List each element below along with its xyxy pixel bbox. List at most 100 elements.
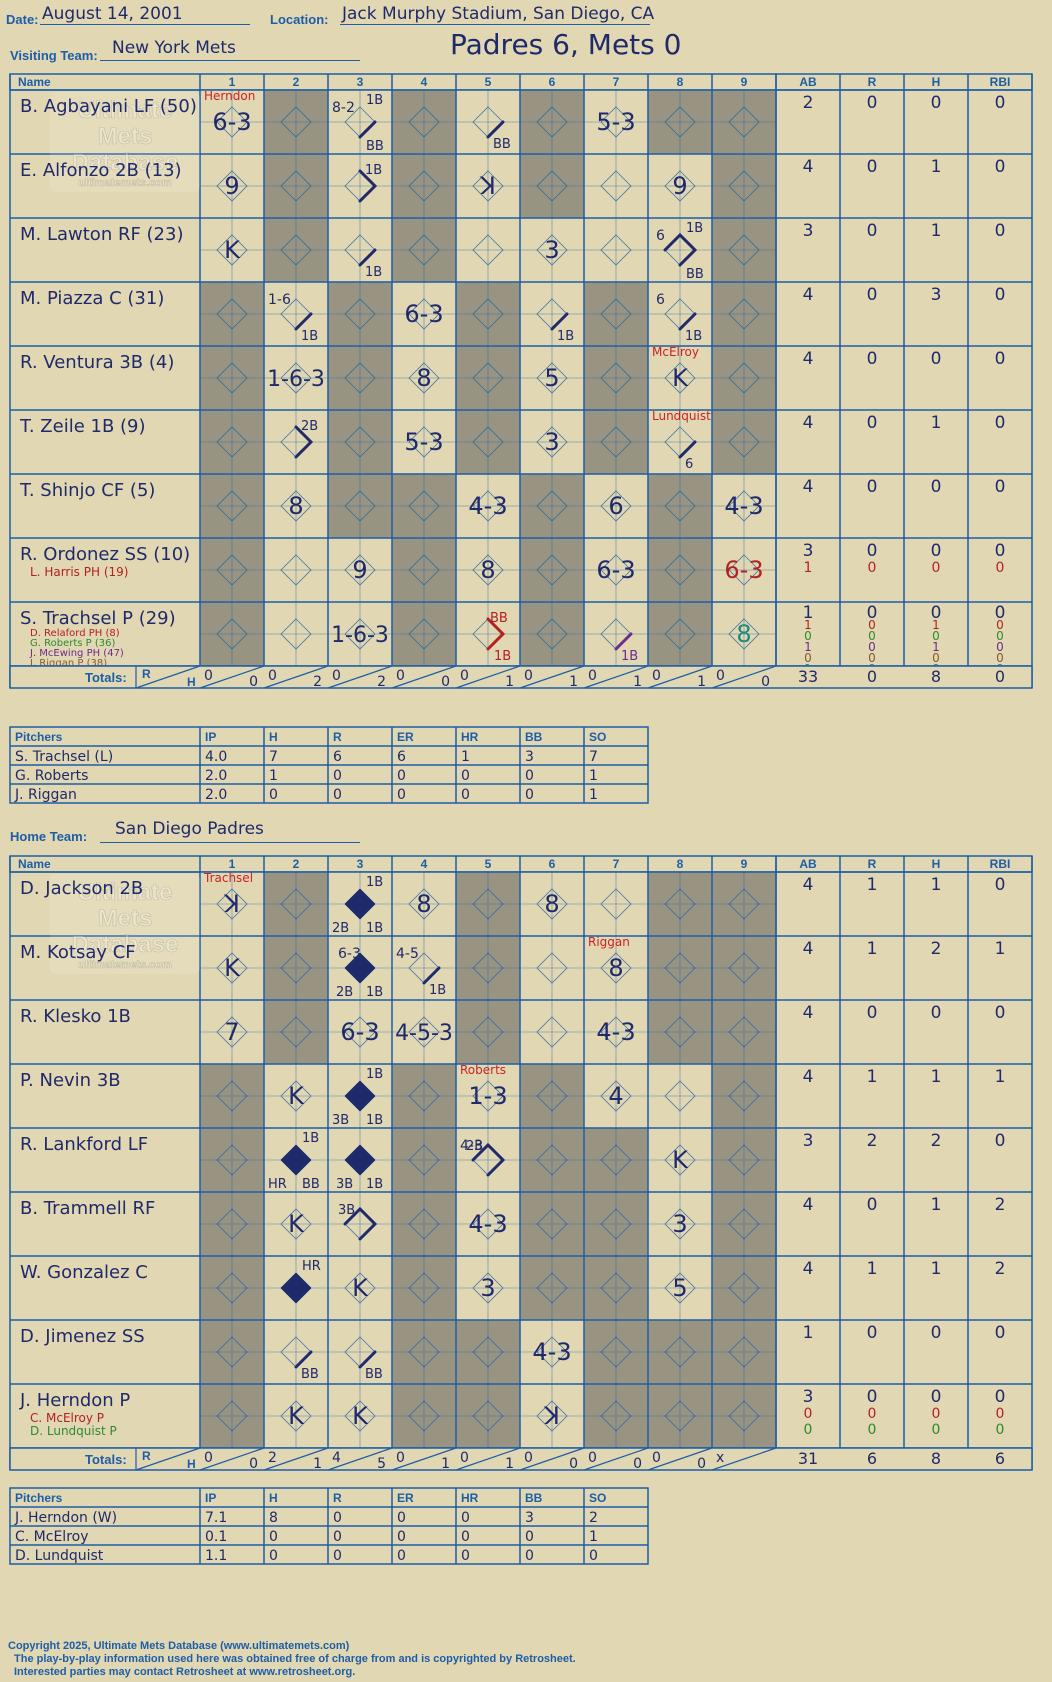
- home-base-diamond: [728, 952, 760, 984]
- visitors-stat-rbi: 0: [996, 629, 1004, 643]
- home-base-diamond: [536, 888, 568, 920]
- visitors-play-note: 1B: [365, 265, 382, 280]
- home-base-diamond: [216, 1208, 248, 1240]
- visitors-base-diamond: [600, 106, 632, 138]
- home-col-inning-5: 5: [485, 857, 492, 871]
- visitors-stat-ab: 1: [803, 603, 814, 623]
- visitors-base-diamond: [344, 490, 376, 522]
- home-base-diamond: [216, 1272, 248, 1304]
- visitors-inning-hits: 0: [761, 674, 770, 690]
- visitors-stat-ab: 1: [804, 640, 812, 654]
- home-stat-r: 1: [867, 1067, 878, 1087]
- visitors-stat-r: 0: [868, 640, 876, 654]
- home-base-diamond: [408, 1080, 440, 1112]
- visitors-inning-hits: 1: [569, 674, 578, 690]
- home-stat-rbi: 0: [995, 1323, 1006, 1343]
- home-base-diamond: [664, 1080, 696, 1112]
- visitors-play-note: 6: [685, 457, 693, 472]
- visitors-stat-h: 1: [931, 157, 942, 177]
- home-base-diamond: [600, 952, 632, 984]
- visitor-pitcher-stat: 0: [397, 768, 406, 784]
- visitors-base-diamond: [536, 170, 568, 202]
- visitors-play-note: BB: [493, 137, 511, 152]
- visitors-stat-ab: 1: [804, 560, 813, 576]
- visitors-play-text: 9: [352, 556, 367, 584]
- visitors-base-diamond: [408, 106, 440, 138]
- home-stat-r: 0: [867, 1323, 878, 1343]
- home-base-diamond: [216, 1080, 248, 1112]
- home-stat-rbi: 0: [995, 1387, 1006, 1407]
- visitors-base-diamond: [344, 554, 376, 586]
- visitors-play-text: 6: [656, 292, 665, 308]
- visitors-play-note: 1B: [366, 93, 383, 108]
- home-base-diamond: [600, 1400, 632, 1432]
- visitors-inning-total-slash: [647, 665, 713, 689]
- home-play-note: 1B: [366, 875, 383, 890]
- home-stat-rbi: 1: [995, 1067, 1006, 1087]
- visitors-rh-key-h: H: [187, 675, 196, 689]
- visitors-play-text: ꓘ: [479, 172, 496, 200]
- visitors-base-diamond: [472, 362, 504, 394]
- visitors-pitching-change: Lundquist: [652, 409, 711, 423]
- home-base-diamond: [664, 1208, 696, 1240]
- visitor-pitcher-stat: 7: [589, 749, 598, 765]
- visitors-stat-r: 0: [867, 477, 878, 497]
- home-col-inning-3: 3: [357, 857, 364, 871]
- visitor-pitchers-header: BB: [525, 730, 543, 744]
- home-pitcher-stat: 7.1: [205, 1510, 227, 1526]
- visitors-col-name: Name: [18, 75, 51, 89]
- visitors-stat-h: 1: [931, 413, 942, 433]
- home-play-text: 6-3: [338, 946, 361, 962]
- home-stat-h: 0: [931, 1323, 942, 1343]
- visitor-pitcher-stat: 0: [525, 787, 534, 803]
- home-play-text: 3: [672, 1210, 687, 1238]
- visitors-inning-runs: 0: [652, 668, 661, 684]
- visitors-base-diamond: [344, 298, 376, 330]
- visitors-stat-r: 0: [868, 618, 876, 632]
- home-base-diamond: [280, 952, 312, 984]
- visitors-base-diamond: [536, 618, 568, 650]
- visitors-stat-rbi: 0: [996, 640, 1004, 654]
- home-pitcher-stat: 0: [269, 1529, 278, 1545]
- watermark-text: ultimatemets.com: [78, 177, 172, 189]
- visitors-base-diamond: [216, 618, 248, 650]
- home-stat-r: 0: [867, 1003, 878, 1023]
- home-col-h: H: [932, 857, 941, 871]
- home-inning-total-slash: [455, 1447, 521, 1471]
- visitors-col-inning-4: 4: [421, 75, 428, 89]
- visitors-base-diamond: [728, 170, 760, 202]
- visitors-stat-ab: 4: [803, 157, 814, 177]
- visitors-basepath: [294, 425, 314, 459]
- visitor-pitcher-stat: 1: [461, 749, 470, 765]
- visitor-pitcher-stat: G. Roberts: [15, 768, 88, 784]
- visitors-stat-ab: 0: [804, 651, 812, 665]
- home-col-inning-7: 7: [613, 857, 620, 871]
- home-base-diamond: [536, 1272, 568, 1304]
- home-pitchers-header: BB: [525, 1491, 543, 1505]
- home-base-diamond: [472, 1400, 504, 1432]
- home-base-diamond: [472, 1336, 504, 1368]
- visitors-base-diamond: [600, 298, 632, 330]
- home-play-text: 4-3: [532, 1338, 571, 1366]
- visitors-play-note: 1B: [301, 329, 318, 344]
- home-run-scored: [344, 888, 376, 920]
- home-play-text: K: [672, 1146, 689, 1174]
- home-base-diamond: [536, 952, 568, 984]
- visitors-base-diamond: [344, 426, 376, 458]
- visitors-base-diamond: [536, 426, 568, 458]
- home-pitcher-stat: 0: [333, 1548, 342, 1564]
- home-base-diamond: [600, 1208, 632, 1240]
- home-play-note: 3B: [336, 1177, 353, 1192]
- footer: Copyright 2025, Ultimate Mets Database (…: [8, 1640, 576, 1679]
- home-stat-rbi: 0: [995, 1131, 1006, 1151]
- visitors-stat-r: 0: [867, 157, 878, 177]
- visitor-pitchers-header: HR: [461, 730, 479, 744]
- visitors-stat-h: 0: [931, 477, 942, 497]
- home-inning-runs: 0: [204, 1450, 213, 1466]
- visitors-play-text: 8: [480, 556, 495, 584]
- home-total-r: 6: [867, 1449, 877, 1468]
- visitors-play-text: 8: [736, 620, 751, 648]
- visitor-pitcher-stat: 0: [397, 787, 406, 803]
- home-base-diamond: [280, 1016, 312, 1048]
- home-play-text: 4-5-3: [395, 1021, 453, 1046]
